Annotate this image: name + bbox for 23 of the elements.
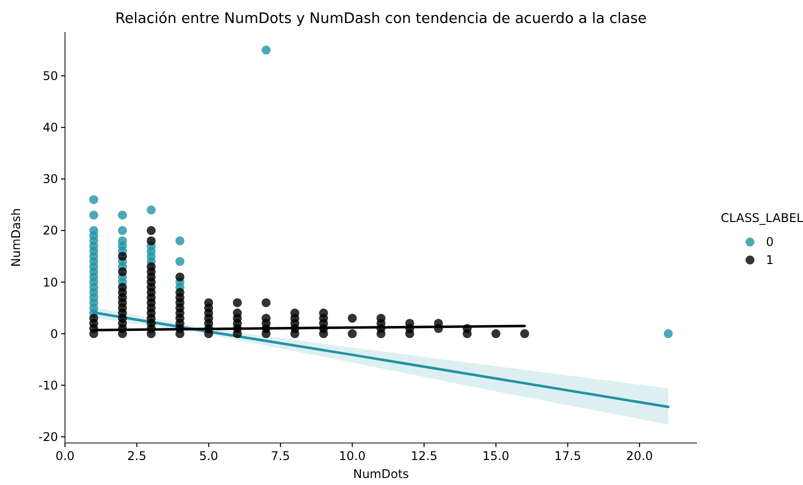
legend-label: 0 xyxy=(766,235,774,249)
x-tick-label: 12.5 xyxy=(410,449,438,463)
y-tick-label: 0 xyxy=(50,326,58,341)
y-tick-label: 30 xyxy=(42,172,58,186)
y-tick-label: -20 xyxy=(38,430,58,444)
y-tick-label: 40 xyxy=(42,120,58,135)
legend-label: 1 xyxy=(766,253,774,267)
chart-title: Relación entre NumDots y NumDash con tendencia de acuerdo a la clase xyxy=(115,11,647,27)
x-axis-title: NumDots xyxy=(353,467,409,481)
x-tick-label: 7.5 xyxy=(270,449,290,463)
legend-title: CLASS_LABEL xyxy=(720,211,803,225)
x-tick-label: 15.0 xyxy=(482,449,510,463)
x-tick-label: 2.5 xyxy=(127,449,146,463)
y-axis-title: NumDash xyxy=(9,208,23,267)
x-tick-label: 10.0 xyxy=(338,449,366,463)
y-tick-label: 20 xyxy=(42,224,58,238)
y-tick-label: 10 xyxy=(42,275,58,290)
y-tick-label: 50 xyxy=(42,69,58,84)
x-tick-label: 5.0 xyxy=(199,449,218,463)
x-tick-label: 0.0 xyxy=(55,449,75,463)
y-tick-label: -10 xyxy=(38,378,58,392)
x-tick-label: 17.5 xyxy=(554,449,582,463)
x-tick-label: 20.0 xyxy=(626,449,653,463)
